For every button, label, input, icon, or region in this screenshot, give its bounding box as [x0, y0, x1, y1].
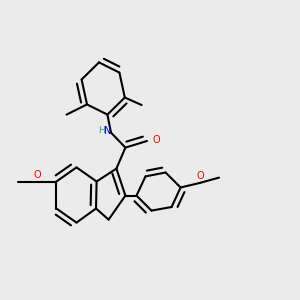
Text: H: H	[98, 126, 105, 135]
Text: O: O	[152, 135, 160, 146]
Text: O: O	[34, 170, 41, 181]
Text: O: O	[196, 171, 204, 182]
Text: N: N	[104, 126, 112, 136]
